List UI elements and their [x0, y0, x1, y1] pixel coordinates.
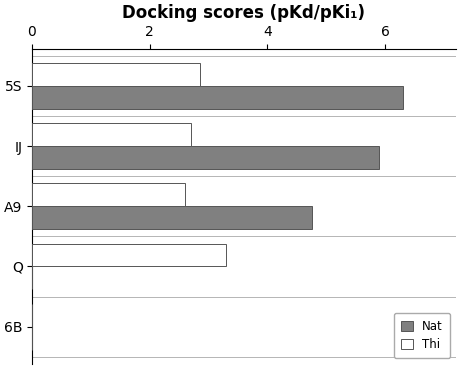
Bar: [32, 86, 402, 109]
Bar: [32, 63, 199, 86]
Legend: Nat, Thi: Nat, Thi: [393, 313, 449, 358]
Bar: [32, 123, 190, 146]
Bar: [32, 146, 378, 169]
Bar: [32, 206, 311, 229]
Title: Docking scores (pKd/pKi₁): Docking scores (pKd/pKi₁): [122, 4, 364, 22]
Bar: [32, 244, 226, 266]
Bar: [32, 183, 185, 206]
